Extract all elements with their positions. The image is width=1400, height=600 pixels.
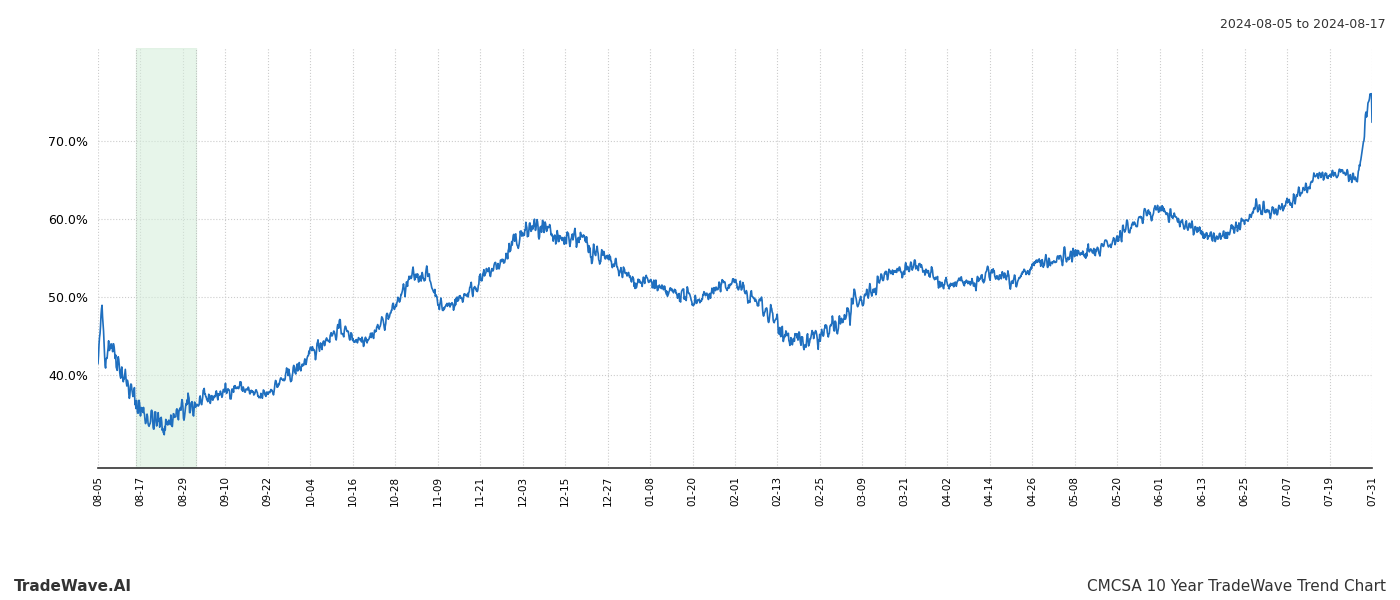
Text: TradeWave.AI: TradeWave.AI xyxy=(14,579,132,594)
Text: CMCSA 10 Year TradeWave Trend Chart: CMCSA 10 Year TradeWave Trend Chart xyxy=(1086,579,1386,594)
Bar xyxy=(136,48,196,468)
Text: 2024-08-05 to 2024-08-17: 2024-08-05 to 2024-08-17 xyxy=(1221,18,1386,31)
